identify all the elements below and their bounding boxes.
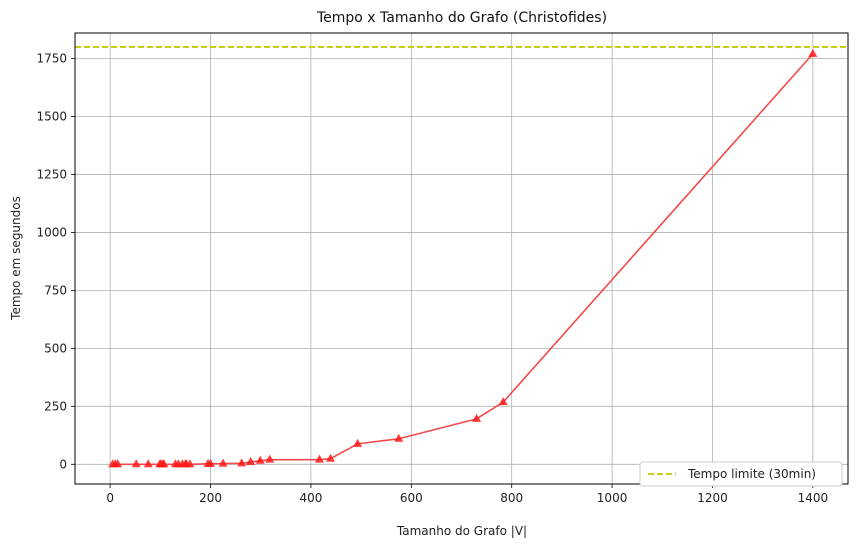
data-point-marker (159, 459, 169, 468)
y-tick-label: 1500 (36, 109, 67, 123)
x-tick-label: 1200 (697, 491, 728, 505)
y-axis-label: Tempo em segundos (9, 196, 23, 321)
y-tick-label: 0 (59, 457, 67, 471)
data-point-marker (472, 413, 482, 422)
y-tick-label: 750 (44, 283, 67, 297)
ticks: 0 200 400 600 800 1000 1200 1400 0 250 500 750 1000 1… (36, 52, 828, 505)
x-tick-label: 1400 (798, 491, 829, 505)
x-tick-label: 400 (299, 491, 322, 505)
data-point-marker (237, 458, 247, 467)
y-tick-label: 500 (44, 341, 67, 355)
data-point-marker (353, 438, 363, 447)
data-point-marker (143, 459, 153, 468)
legend: Tempo limite (30min) (639, 461, 843, 487)
legend-box (639, 461, 843, 487)
data-point-marker (314, 454, 324, 463)
data-point-marker (325, 453, 335, 462)
legend-entry-reference: Tempo limite (30min) (687, 467, 816, 481)
data-point-marker (498, 397, 508, 406)
x-axis-label: Tamanho do Grafo |V| (396, 524, 527, 538)
y-tick-label: 1000 (36, 225, 67, 239)
series-layer (108, 48, 818, 468)
data-point-marker (113, 459, 123, 468)
data-point-marker (206, 458, 216, 467)
plot-frame (74, 32, 849, 485)
data-point-marker (246, 456, 256, 465)
data-point-marker (131, 459, 141, 468)
y-tick-label: 1250 (36, 167, 67, 181)
data-point-marker (255, 455, 265, 464)
data-point-marker (185, 459, 195, 468)
chart-title: Tempo x Tamanho do Grafo (Christofides) (316, 10, 607, 26)
x-tick-label: 1000 (597, 491, 628, 505)
x-tick-label: 200 (199, 491, 222, 505)
x-tick-label: 600 (400, 491, 423, 505)
data-point-marker (265, 454, 275, 463)
data-point-marker (394, 433, 404, 442)
y-tick-label: 1750 (36, 52, 67, 66)
x-tick-label: 0 (106, 491, 114, 505)
y-tick-label: 250 (44, 399, 67, 413)
data-point-marker (808, 48, 818, 57)
x-tick-label: 800 (500, 491, 523, 505)
data-point-marker (218, 458, 228, 467)
